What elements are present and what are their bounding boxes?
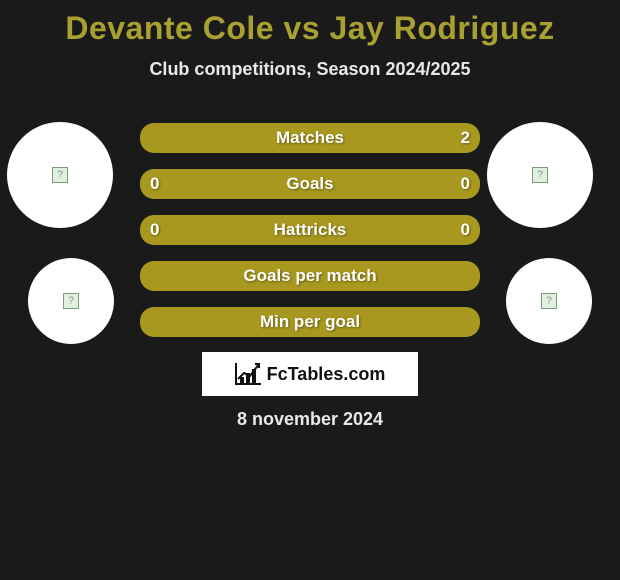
stat-bar: 0 Hattricks 0 <box>140 215 480 245</box>
stat-value-left: 0 <box>150 220 159 240</box>
player1-avatar-large <box>7 122 113 228</box>
stat-bar: Goals per match <box>140 261 480 291</box>
stat-value-right: 0 <box>461 220 470 240</box>
date-text: 8 november 2024 <box>0 409 620 430</box>
player2-avatar-large <box>487 122 593 228</box>
stat-value-right: 0 <box>461 174 470 194</box>
subtitle: Club competitions, Season 2024/2025 <box>0 59 620 80</box>
stat-bar: Min per goal <box>140 307 480 337</box>
image-placeholder-icon <box>541 293 557 309</box>
player1-avatar-small <box>28 258 114 344</box>
image-placeholder-icon <box>532 167 548 183</box>
logo-chart-icon <box>235 363 261 385</box>
logo-text: FcTables.com <box>267 364 386 385</box>
stat-value-left: 0 <box>150 174 159 194</box>
image-placeholder-icon <box>63 293 79 309</box>
stat-label: Goals <box>286 174 333 194</box>
stat-bar: 0 Goals 0 <box>140 169 480 199</box>
stat-bar: Matches 2 <box>140 123 480 153</box>
stat-label: Min per goal <box>260 312 360 332</box>
stat-value-right: 2 <box>461 128 470 148</box>
stat-label: Matches <box>276 128 344 148</box>
stat-label: Goals per match <box>243 266 376 286</box>
image-placeholder-icon <box>52 167 68 183</box>
page-title: Devante Cole vs Jay Rodriguez <box>0 0 620 47</box>
logo-box: FcTables.com <box>202 352 418 396</box>
player2-avatar-small <box>506 258 592 344</box>
stats-bars: Matches 2 0 Goals 0 0 Hattricks 0 Goals per matc… <box>140 123 480 353</box>
stat-label: Hattricks <box>274 220 347 240</box>
